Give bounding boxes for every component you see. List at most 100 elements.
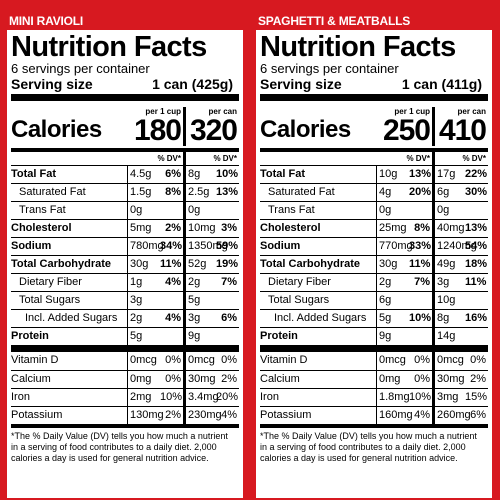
divider-medium (11, 424, 239, 428)
amount-per-cup: 4.5g (127, 166, 160, 183)
nutrient-label: Iron (260, 391, 279, 403)
nutrient-label: Total Fat (260, 168, 306, 180)
dv-per-cup: 10% (409, 312, 432, 324)
amount-per-can: 10mg (183, 220, 216, 237)
per-cup-label: per 1 cup (145, 107, 181, 116)
serving-size-label: Serving size (11, 76, 93, 92)
divider-thick (11, 94, 239, 101)
nutrient-label: Vitamin D (260, 354, 308, 366)
divider-thick (260, 345, 488, 352)
dv-per-can: 20% (216, 391, 239, 403)
nutrient-label: Sodium (11, 240, 52, 252)
amount-per-cup: 1.8mg (376, 389, 410, 406)
nutrient-row: Cholesterol 5mg 2% 10mg 3% (11, 219, 239, 237)
dv-per-can: 54% (465, 240, 488, 252)
dv-per-cup: 20% (409, 186, 432, 198)
calories-can-value: 320 (189, 114, 238, 147)
dv-per-cup: 6% (165, 168, 181, 180)
amount-per-can: 1350mg (183, 238, 228, 255)
amount-per-cup: 9g (376, 328, 409, 345)
nutrient-label: Dietary Fiber (268, 276, 331, 288)
dv-per-cup: 0% (165, 354, 181, 366)
micronutrient-row: Calcium 0mg 0% 30mg 2% (260, 370, 488, 388)
dv-per-can (216, 292, 239, 309)
serving-size-row: Serving size 1 can (425g) (11, 76, 239, 94)
servings-per-container: 6 servings per container (260, 61, 399, 76)
calories-per-cup: per 1 cup 180 (127, 107, 183, 146)
dv-per-cup (409, 328, 432, 345)
serving-size-row: Serving size 1 can (411g) (260, 76, 488, 94)
dv-per-can (465, 328, 488, 345)
amount-per-can: 0g (183, 202, 216, 219)
amount-per-can: 1240mg (432, 238, 477, 255)
amount-per-can: 3g (432, 274, 465, 291)
nutrient-label: Trans Fat (268, 204, 315, 216)
serving-size-value: 1 can (425g) (152, 76, 233, 92)
nutrient-label: Sodium (260, 240, 301, 252)
dv-per-cup: 11% (409, 258, 431, 270)
calories-cup-value: 180 (133, 114, 182, 147)
amount-per-can: 0g (432, 202, 465, 219)
amount-per-cup: 10g (376, 166, 409, 183)
dv-per-cup: 8% (414, 222, 430, 234)
amount-per-can: 9g (183, 328, 216, 345)
calories-per-can: per can 320 (183, 107, 239, 146)
dv-per-can: 2% (470, 373, 486, 385)
dv-per-cup: 34% (160, 240, 183, 252)
dv-per-cup (160, 328, 183, 345)
per-can-label: per can (208, 107, 237, 116)
nutrient-label: Calcium (11, 373, 51, 385)
dv-per-cup: 2% (165, 409, 181, 421)
nutrient-label: Total Sugars (268, 294, 330, 306)
serving-size-label: Serving size (260, 76, 342, 92)
calories-can-value: 410 (438, 114, 487, 147)
nutrient-label: Protein (260, 330, 298, 342)
nutrient-row: Dietary Fiber 2g 7% 3g 11% (260, 273, 488, 291)
amount-per-cup: 770mg (376, 238, 413, 255)
dv-per-cup: 11% (160, 258, 182, 270)
dv-per-can: 7% (221, 276, 237, 288)
dv-per-cup: 4% (165, 312, 181, 324)
nutrient-row: Dietary Fiber 1g 4% 2g 7% (11, 273, 239, 291)
dv-per-can: 16% (465, 312, 488, 324)
amount-per-can: 3.4mg (183, 389, 219, 406)
nutrient-row: Trans Fat 0g 0g (11, 201, 239, 219)
daily-value-footnote: *The % Daily Value (DV) tells you how mu… (11, 431, 228, 463)
nutrient-label: Total Carbohydrate (11, 258, 112, 270)
amount-per-cup: 5g (376, 310, 409, 327)
amount-per-cup: 2g (127, 310, 160, 327)
amount-per-cup: 0mcg (376, 352, 409, 370)
amount-per-can: 230mg (183, 407, 222, 424)
serving-size-value: 1 can (411g) (401, 76, 482, 92)
nutrient-label: Incl. Added Sugars (25, 312, 118, 324)
amount-per-can: 2g (183, 274, 216, 291)
divider-thick (11, 345, 239, 352)
amount-per-can: 3mg (432, 389, 465, 406)
dv-per-can: 0% (221, 354, 237, 366)
daily-value-header: % DV* % DV* (260, 152, 488, 165)
dv-per-can: 11% (465, 276, 487, 288)
amount-per-can: 260mg (432, 407, 471, 424)
dv-per-cup: 8% (165, 186, 181, 198)
nutrition-facts-title: Nutrition Facts (260, 31, 456, 63)
product-name: SPAGHETTI & MEATBALLS (256, 12, 492, 30)
micronutrient-row: Iron 1.8mg 10% 3mg 15% (260, 388, 488, 406)
micronutrient-row: Potassium 130mg 2% 230mg 4% (11, 406, 239, 424)
amount-per-can: 10g (432, 292, 465, 309)
amount-per-can: 0mcg (432, 352, 465, 370)
dv-per-cup (409, 202, 432, 219)
amount-per-cup: 2mg (127, 389, 160, 406)
divider-thick (260, 94, 488, 101)
amount-per-can: 8g (183, 166, 216, 183)
dv-header-can: % DV* (432, 152, 488, 165)
dv-per-can (216, 328, 239, 345)
per-cup-label: per 1 cup (394, 107, 430, 116)
nutrient-label: Cholesterol (260, 222, 321, 234)
amount-per-cup: 780mg (127, 238, 164, 255)
calories-cup-value: 250 (382, 114, 431, 147)
nutrient-row: Saturated Fat 4g 20% 6g 30% (260, 183, 488, 201)
dv-header-cup: % DV* (406, 154, 430, 163)
amount-per-can: 2.5g (183, 184, 216, 201)
dv-per-can: 4% (221, 409, 237, 421)
